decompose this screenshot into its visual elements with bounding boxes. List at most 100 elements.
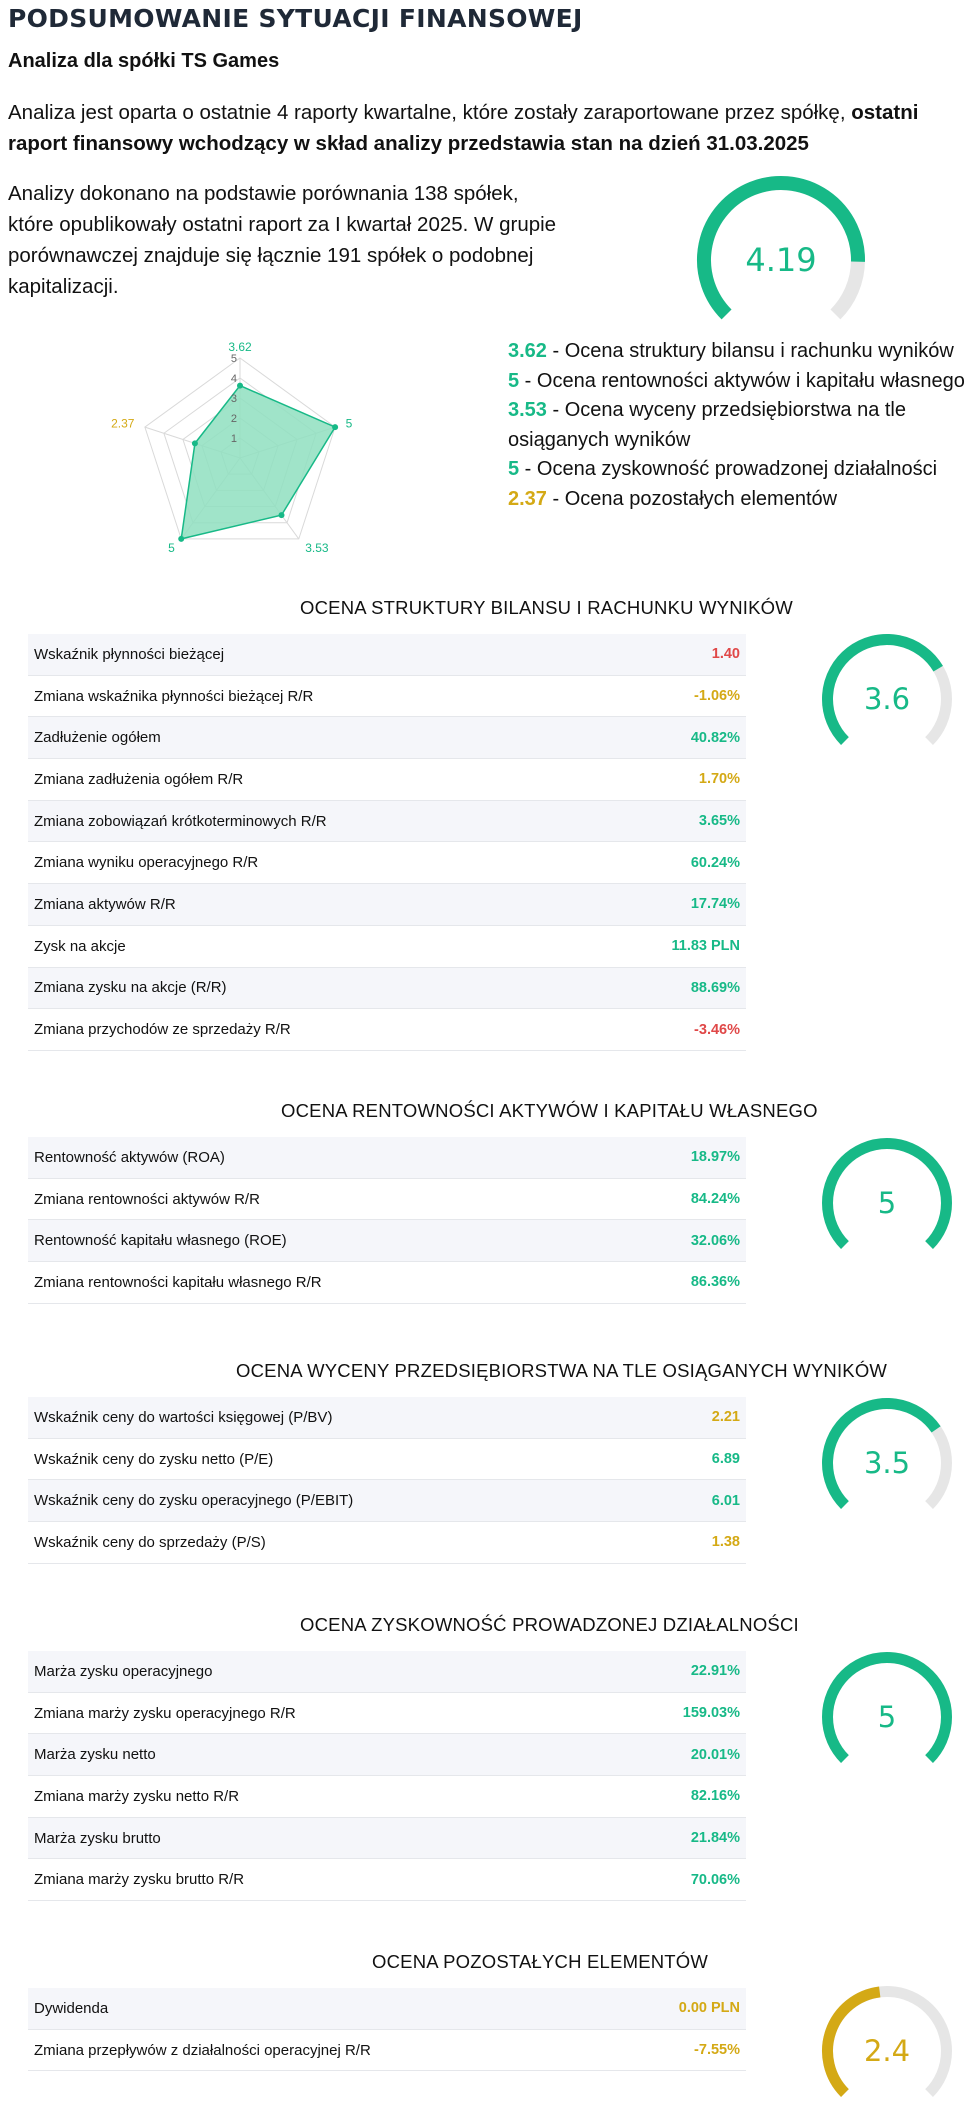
section-table: Marża zysku operacyjnego 22.91% Zmiana mar… <box>28 1651 746 1902</box>
radar-scale-label: 2 <box>231 413 237 425</box>
table-row: Wskaźnik płynności bieżącej 1.40 <box>28 634 746 676</box>
section-score-gauge: 3.6 <box>820 632 954 766</box>
metric-value: 3.65% <box>698 813 740 830</box>
page-subtitle: Analiza dla spółki TS Games <box>8 50 280 72</box>
metric-label: Zadłużenie ogółem <box>34 729 161 747</box>
gauge-score: 4.19 <box>745 241 816 279</box>
gauge-fill <box>822 1652 952 1763</box>
radar-axis-label: 3.53 <box>305 541 329 555</box>
metric-value: 21.84% <box>690 1830 740 1847</box>
metric-value: 11.83 PLN <box>671 938 740 955</box>
legend-score: 3.53 <box>508 399 547 421</box>
gauge-svg: 3.5 <box>822 1398 952 1509</box>
metric-value: 86.36% <box>690 1274 740 1291</box>
metric-label: Wskaźnik ceny do zysku netto (P/E) <box>34 1450 274 1468</box>
gauge-score: 5 <box>878 1700 896 1734</box>
table-row: Rentowność aktywów (ROA) 18.97% <box>28 1137 746 1179</box>
table-row: Marża zysku operacyjnego 22.91% <box>28 1651 746 1693</box>
gauge-fill <box>697 176 865 320</box>
metric-label: Zmiana zadłużenia ogółem R/R <box>34 770 244 788</box>
legend-score: 5 <box>508 458 520 480</box>
metric-value: 40.82% <box>690 729 740 746</box>
gauge-score: 3.6 <box>864 682 910 716</box>
metric-label: Wskaźnik płynności bieżącej <box>34 645 225 663</box>
table-row: Wskaźnik ceny do zysku netto (P/E) 6.89 <box>28 1439 746 1481</box>
gauge-svg: 2.4 <box>822 1986 952 2097</box>
intro-bold-text: ostatni raport finansowy wchodzący w skł… <box>8 101 919 155</box>
legend-text: - Ocena zyskowność prowadzonej działalno… <box>519 458 938 480</box>
metric-value: 1.38 <box>711 1534 740 1551</box>
table-row: Zmiana zadłużenia ogółem R/R 1.70% <box>28 759 746 801</box>
metric-label: Rentowność aktywów (ROA) <box>34 1148 225 1166</box>
radar-scale-label: 5 <box>231 353 237 365</box>
gauge-svg: 4.19 <box>697 176 865 320</box>
radar-point <box>191 440 198 447</box>
metric-label: Wskaźnik ceny do zysku operacyjnego (P/E… <box>34 1492 354 1510</box>
table-row: Zmiana marży zysku brutto R/R 70.06% <box>28 1859 746 1902</box>
metric-value: 159.03% <box>682 1705 740 1722</box>
table-row: Wskaźnik ceny do zysku operacyjnego (P/E… <box>28 1480 746 1523</box>
gauge-score: 5 <box>878 1186 896 1220</box>
radar-grid-ring <box>144 357 336 540</box>
table-row: Wskaźnik ceny do sprzedaży (P/S) 1.38 <box>28 1522 746 1564</box>
analysis-intro: Analiza jest oparta o ostatnie 4 raporty… <box>8 97 968 159</box>
metric-label: Zysk na akcje <box>34 937 126 955</box>
metric-value: 82.16% <box>690 1788 740 1805</box>
gauge-svg: 5 <box>822 1138 952 1249</box>
metric-value: 0.00 PLN <box>678 2000 740 2017</box>
metric-value: 70.06% <box>690 1871 740 1888</box>
metric-value: 6.89 <box>711 1451 740 1468</box>
table-row: Zmiana zobowiązań krótkoterminowych R/R 3… <box>28 800 746 843</box>
section-table: Wskaźnik płynności bieżącej 1.40 Zmiana ws… <box>28 634 746 1051</box>
section-table: Dywidenda 0.00 PLN Zmiana przepływów z dzi… <box>28 1988 746 2072</box>
table-row: Zadłużenie ogółem 40.82% <box>28 717 746 760</box>
radar-point <box>237 382 243 389</box>
table-row: Marża zysku netto 20.01% <box>28 1734 746 1777</box>
metric-value: 1.70% <box>698 771 740 788</box>
metric-label: Dywidenda <box>34 1999 109 2017</box>
comparison-description: Analizy dokonano na podstawie porównania… <box>8 182 557 298</box>
metric-value: 84.24% <box>690 1191 740 1208</box>
table-row: Zmiana aktywów R/R 17.74% <box>28 884 746 926</box>
radar-axis-label: 2.37 <box>111 417 135 431</box>
metric-value: 18.97% <box>690 1149 740 1166</box>
legend-item: 5 - Ocena zyskowność prowadzonej działal… <box>508 455 973 485</box>
section-title: OCENA STRUKTURY BILANSU I RACHUNKU WYNIK… <box>300 597 793 618</box>
gauge-svg: 5 <box>822 1652 952 1763</box>
metric-label: Zmiana marży zysku operacyjnego R/R <box>34 1704 296 1722</box>
radar-scale-label: 1 <box>231 433 237 445</box>
metric-value: 2.21 <box>711 1409 740 1426</box>
table-row: Dywidenda 0.00 PLN <box>28 1988 746 2030</box>
metric-label: Zmiana przepływów z działalności operacy… <box>34 2041 371 2059</box>
section-table: Rentowność aktywów (ROA) 18.97% Zmiana ren… <box>28 1137 746 1304</box>
metric-label: Zmiana rentowności aktywów R/R <box>34 1190 260 1208</box>
legend-text: - Ocena wyceny przedsiębiorstwa na tle o… <box>508 399 906 451</box>
overall-score-gauge: 4.19 <box>695 174 875 334</box>
section-score-gauge: 2.4 <box>820 1984 954 2107</box>
metric-label: Zmiana przychodów ze sprzedaży R/R <box>34 1021 291 1039</box>
table-row: Zmiana przychodów ze sprzedaży R/R -3.46% <box>28 1009 746 1051</box>
section-title: OCENA POZOSTAŁYCH ELEMENTÓW <box>372 1951 709 1972</box>
legend-item: 3.62 - Ocena struktury bilansu i rachunk… <box>508 337 973 367</box>
table-row: Zmiana rentowności aktywów R/R 84.24% <box>28 1179 746 1221</box>
table-row: Zysk na akcje 11.83 PLN <box>28 926 746 968</box>
metric-label: Zmiana wskaźnika płynności bieżącej R/R <box>34 687 314 705</box>
gauge-svg: 3.6 <box>822 634 952 745</box>
table-row: Marża zysku brutto 21.84% <box>28 1817 746 1860</box>
metric-value: -7.55% <box>694 2042 740 2059</box>
intro-text: Analiza jest oparta o ostatnie 4 raporty… <box>8 101 852 124</box>
metric-label: Wskaźnik ceny do sprzedaży (P/S) <box>34 1533 266 1551</box>
section-table: Wskaźnik ceny do wartości księgowej (P/B… <box>28 1397 746 1564</box>
legend-text: - Ocena pozostałych elementów <box>546 487 838 510</box>
page-title: PODSUMOWANIE SYTUACJI FINANSOWEJ <box>8 4 583 33</box>
metric-label: Wskaźnik ceny do wartości księgowej (P/B… <box>34 1408 333 1426</box>
table-row: Zmiana wskaźnika płynności bieżącej R/R -… <box>28 676 746 718</box>
legend-score: 5 <box>508 369 520 392</box>
radar-scale-label: 4 <box>231 373 237 385</box>
gauge-fill <box>822 634 943 745</box>
table-row: Zmiana zysku na akcje (R/R) 88.69% <box>28 967 746 1010</box>
metric-value: 6.01 <box>711 1492 740 1509</box>
gauge-score: 2.4 <box>864 2034 910 2068</box>
section-score-gauge: 5 <box>820 1136 954 1270</box>
